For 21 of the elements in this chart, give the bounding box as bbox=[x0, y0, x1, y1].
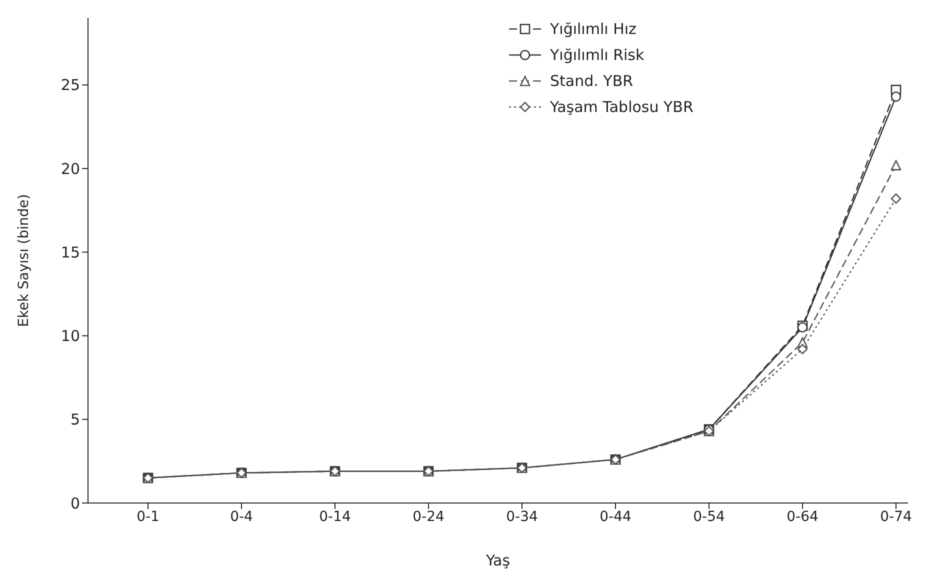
y-tick-label: 15 bbox=[60, 243, 80, 262]
x-tick-label: 0-44 bbox=[600, 508, 632, 525]
x-tick-label: 0-54 bbox=[693, 508, 725, 525]
x-tick-label: 0-4 bbox=[230, 508, 254, 525]
y-axis-title: Ekek Sayısı (binde) bbox=[16, 194, 32, 327]
x-tick-label: 0-64 bbox=[786, 508, 818, 525]
y-tick-label: 10 bbox=[60, 327, 80, 346]
legend-label: Yığılımlı Hız bbox=[550, 20, 636, 38]
x-tick-label: 0-1 bbox=[136, 508, 160, 525]
x-tick-label: 0-14 bbox=[319, 508, 351, 525]
legend-label: Yaşam Tablosu YBR bbox=[550, 98, 694, 116]
x-axis-title: Yaş bbox=[484, 552, 510, 570]
y-tick-label: 5 bbox=[70, 410, 80, 429]
y-tick-label: 20 bbox=[60, 160, 80, 178]
x-tick-label: 0-34 bbox=[506, 508, 538, 525]
legend-label: Yığılımlı Risk bbox=[550, 46, 644, 64]
legend-label: Stand. YBR bbox=[550, 72, 634, 90]
y-tick-label: 0 bbox=[70, 494, 80, 512]
x-tick-label: 0-74 bbox=[880, 508, 912, 525]
y-tick-label: 25 bbox=[60, 76, 80, 94]
x-tick-label: 0-24 bbox=[412, 508, 444, 525]
